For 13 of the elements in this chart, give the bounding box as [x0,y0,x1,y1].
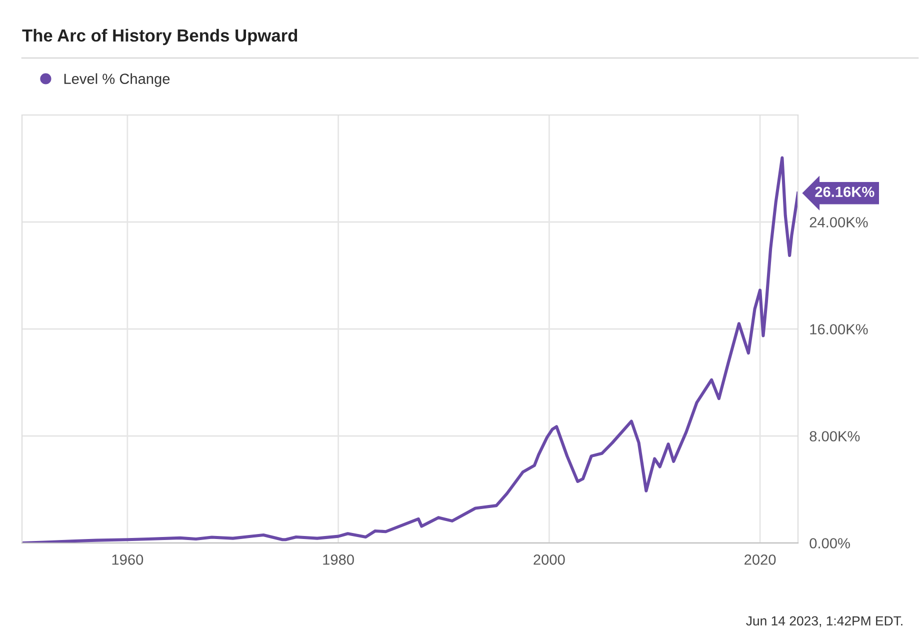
x-tick-label: 2020 [744,554,776,565]
y-tick-label: 16.00K% [810,324,868,334]
chart-title: The Arc of History Bends Upward [22,28,298,46]
text: Jun 14 2023, 1:42PM EDT. [746,616,902,628]
legend-label: Level % Change [64,73,170,87]
y-tick-label: 8.00K% [810,431,860,442]
line-series [22,156,798,543]
y-tick-label: 24.00K% [810,217,868,228]
y-tick-label: 0.00% [810,538,850,548]
x-tick-label: 1980 [323,554,354,565]
x-tick-label: 1960 [112,554,144,565]
data-label: 26.16K% [815,186,874,198]
x-tick-label: 2000 [534,554,565,565]
